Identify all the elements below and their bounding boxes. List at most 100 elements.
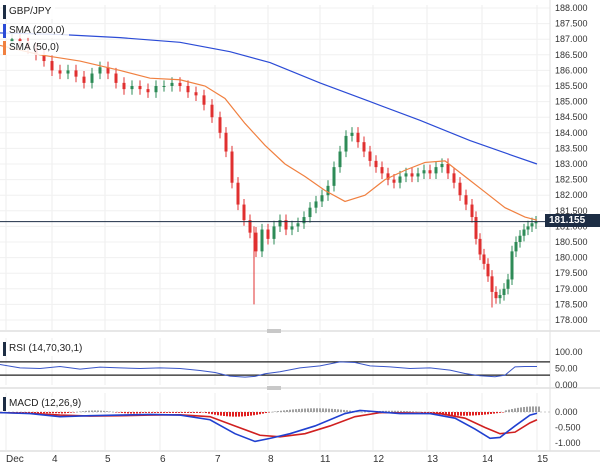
candle-body — [82, 76, 86, 83]
macd-histogram-bar — [484, 412, 486, 415]
macd-histogram-bar — [232, 412, 234, 417]
rsi-tick-label: 50.00 — [555, 364, 578, 374]
sma200-color-bar — [3, 24, 6, 38]
rsi-text: RSI (14,70,30,1) — [9, 343, 83, 354]
macd-histogram-bar — [160, 412, 162, 413]
candle-body — [404, 173, 408, 177]
macd-histogram-bar — [217, 412, 219, 416]
candle-body — [122, 82, 126, 90]
macd-histogram-bar — [133, 412, 135, 414]
macd-histogram-bar — [331, 408, 333, 412]
macd-histogram-bar — [472, 412, 474, 416]
candle-body — [410, 173, 414, 177]
price-tick-label: 182.500 — [555, 175, 588, 185]
sma50-label[interactable]: SMA (50,0) — [3, 41, 64, 55]
candle-body — [90, 73, 94, 83]
macd-histogram-bar — [97, 410, 99, 412]
macd-histogram-bar — [244, 412, 246, 417]
candle-body — [210, 104, 214, 118]
x-tick-label: 6 — [160, 454, 166, 465]
price-tick-label: 184.000 — [555, 128, 588, 138]
macd-histogram-bar — [199, 412, 201, 413]
candle-body — [230, 151, 234, 183]
macd-histogram-bar — [265, 412, 267, 414]
macd-histogram-bar — [184, 412, 186, 413]
macd-histogram-bar — [391, 410, 393, 412]
candle-body — [42, 54, 46, 62]
price-tick-label: 179.000 — [555, 284, 588, 294]
macd-histogram-bar — [220, 412, 222, 416]
macd-histogram-bar — [241, 412, 243, 417]
candle-body — [218, 117, 222, 133]
macd-histogram-bar — [505, 410, 507, 412]
candle-body — [338, 151, 342, 168]
macd-histogram-bar — [118, 412, 120, 413]
candle-body — [482, 254, 486, 264]
candle-body — [374, 160, 378, 168]
macd-histogram-bar — [100, 410, 102, 412]
sma50-line — [0, 44, 538, 221]
macd-histogram-bar — [292, 409, 294, 412]
macd-histogram-bar — [43, 412, 45, 414]
macd-histogram-bar — [76, 411, 78, 413]
macd-histogram-bar — [322, 408, 324, 412]
macd-histogram-bar — [256, 412, 258, 415]
candle-body — [386, 173, 390, 180]
macd-histogram-bar — [532, 406, 534, 412]
macd-histogram-bar — [247, 412, 249, 416]
macd-histogram-bar — [67, 412, 69, 413]
candle-body — [278, 220, 282, 227]
macd-histogram-bar — [154, 412, 156, 413]
x-tick-label: 8 — [268, 454, 274, 465]
macd-histogram-bar — [169, 412, 171, 413]
macd-histogram-bar — [175, 412, 177, 413]
sma200-label[interactable]: SMA (200,0) — [3, 24, 69, 38]
axes: 188.000 187.500 187.000 186.500 186.000 185.5… — [6, 3, 588, 465]
macd-histogram-bar — [319, 408, 321, 412]
macd-histogram-bar — [421, 412, 423, 413]
macd-histogram-bar — [49, 412, 51, 414]
macd-histogram-bar — [523, 407, 525, 412]
macd-histogram-bar — [70, 412, 72, 413]
macd-label[interactable]: MACD (12,26,9) — [3, 397, 86, 411]
macd-histogram-bar — [415, 411, 417, 413]
candle-body — [296, 223, 300, 227]
symbol-text: GBP/JPY — [9, 6, 52, 17]
macd-histogram-bar — [409, 411, 411, 412]
macd-histogram-bar — [406, 411, 408, 412]
macd-histogram-bar — [328, 408, 330, 412]
candle-body — [380, 167, 384, 174]
macd-histogram-bar — [139, 412, 141, 414]
sma200-line — [0, 32, 538, 165]
price-tick-label: 178.000 — [555, 315, 588, 325]
price-tick-label: 180.000 — [555, 253, 588, 263]
macd-histogram-bar — [148, 412, 150, 413]
candle-body — [356, 132, 360, 143]
x-tick-label: 12 — [373, 454, 385, 465]
candle-body — [248, 220, 252, 233]
candle-body — [236, 182, 240, 205]
macd-histogram-bar — [121, 412, 123, 413]
macd-histogram-bar — [400, 410, 402, 412]
macd-histogram-bar — [340, 409, 342, 412]
macd-histogram-bar — [157, 412, 159, 413]
candle-body — [224, 132, 228, 152]
macd-histogram-bar — [136, 412, 138, 414]
macd-histogram-bar — [226, 412, 228, 417]
price-tick-label: 182.000 — [555, 190, 588, 200]
price-panel — [0, 32, 550, 308]
macd-histogram-bar — [517, 407, 519, 412]
candle-body — [130, 86, 134, 90]
rsi-tick-label: 0.000 — [555, 380, 578, 390]
macd-histogram-bar — [166, 412, 168, 413]
macd-line — [0, 409, 538, 443]
macd-histogram-bar — [535, 406, 537, 412]
candle-body — [514, 242, 518, 252]
candle-body — [526, 226, 530, 230]
rsi-label[interactable]: RSI (14,70,30,1) — [3, 342, 87, 356]
x-tick-label: 14 — [482, 454, 494, 465]
macd-text: MACD (12,26,9) — [9, 398, 82, 409]
symbol-label[interactable]: GBP/JPY — [3, 5, 56, 19]
price-tick-label: 186.500 — [555, 50, 588, 60]
price-tick-label: 187.000 — [555, 34, 588, 44]
